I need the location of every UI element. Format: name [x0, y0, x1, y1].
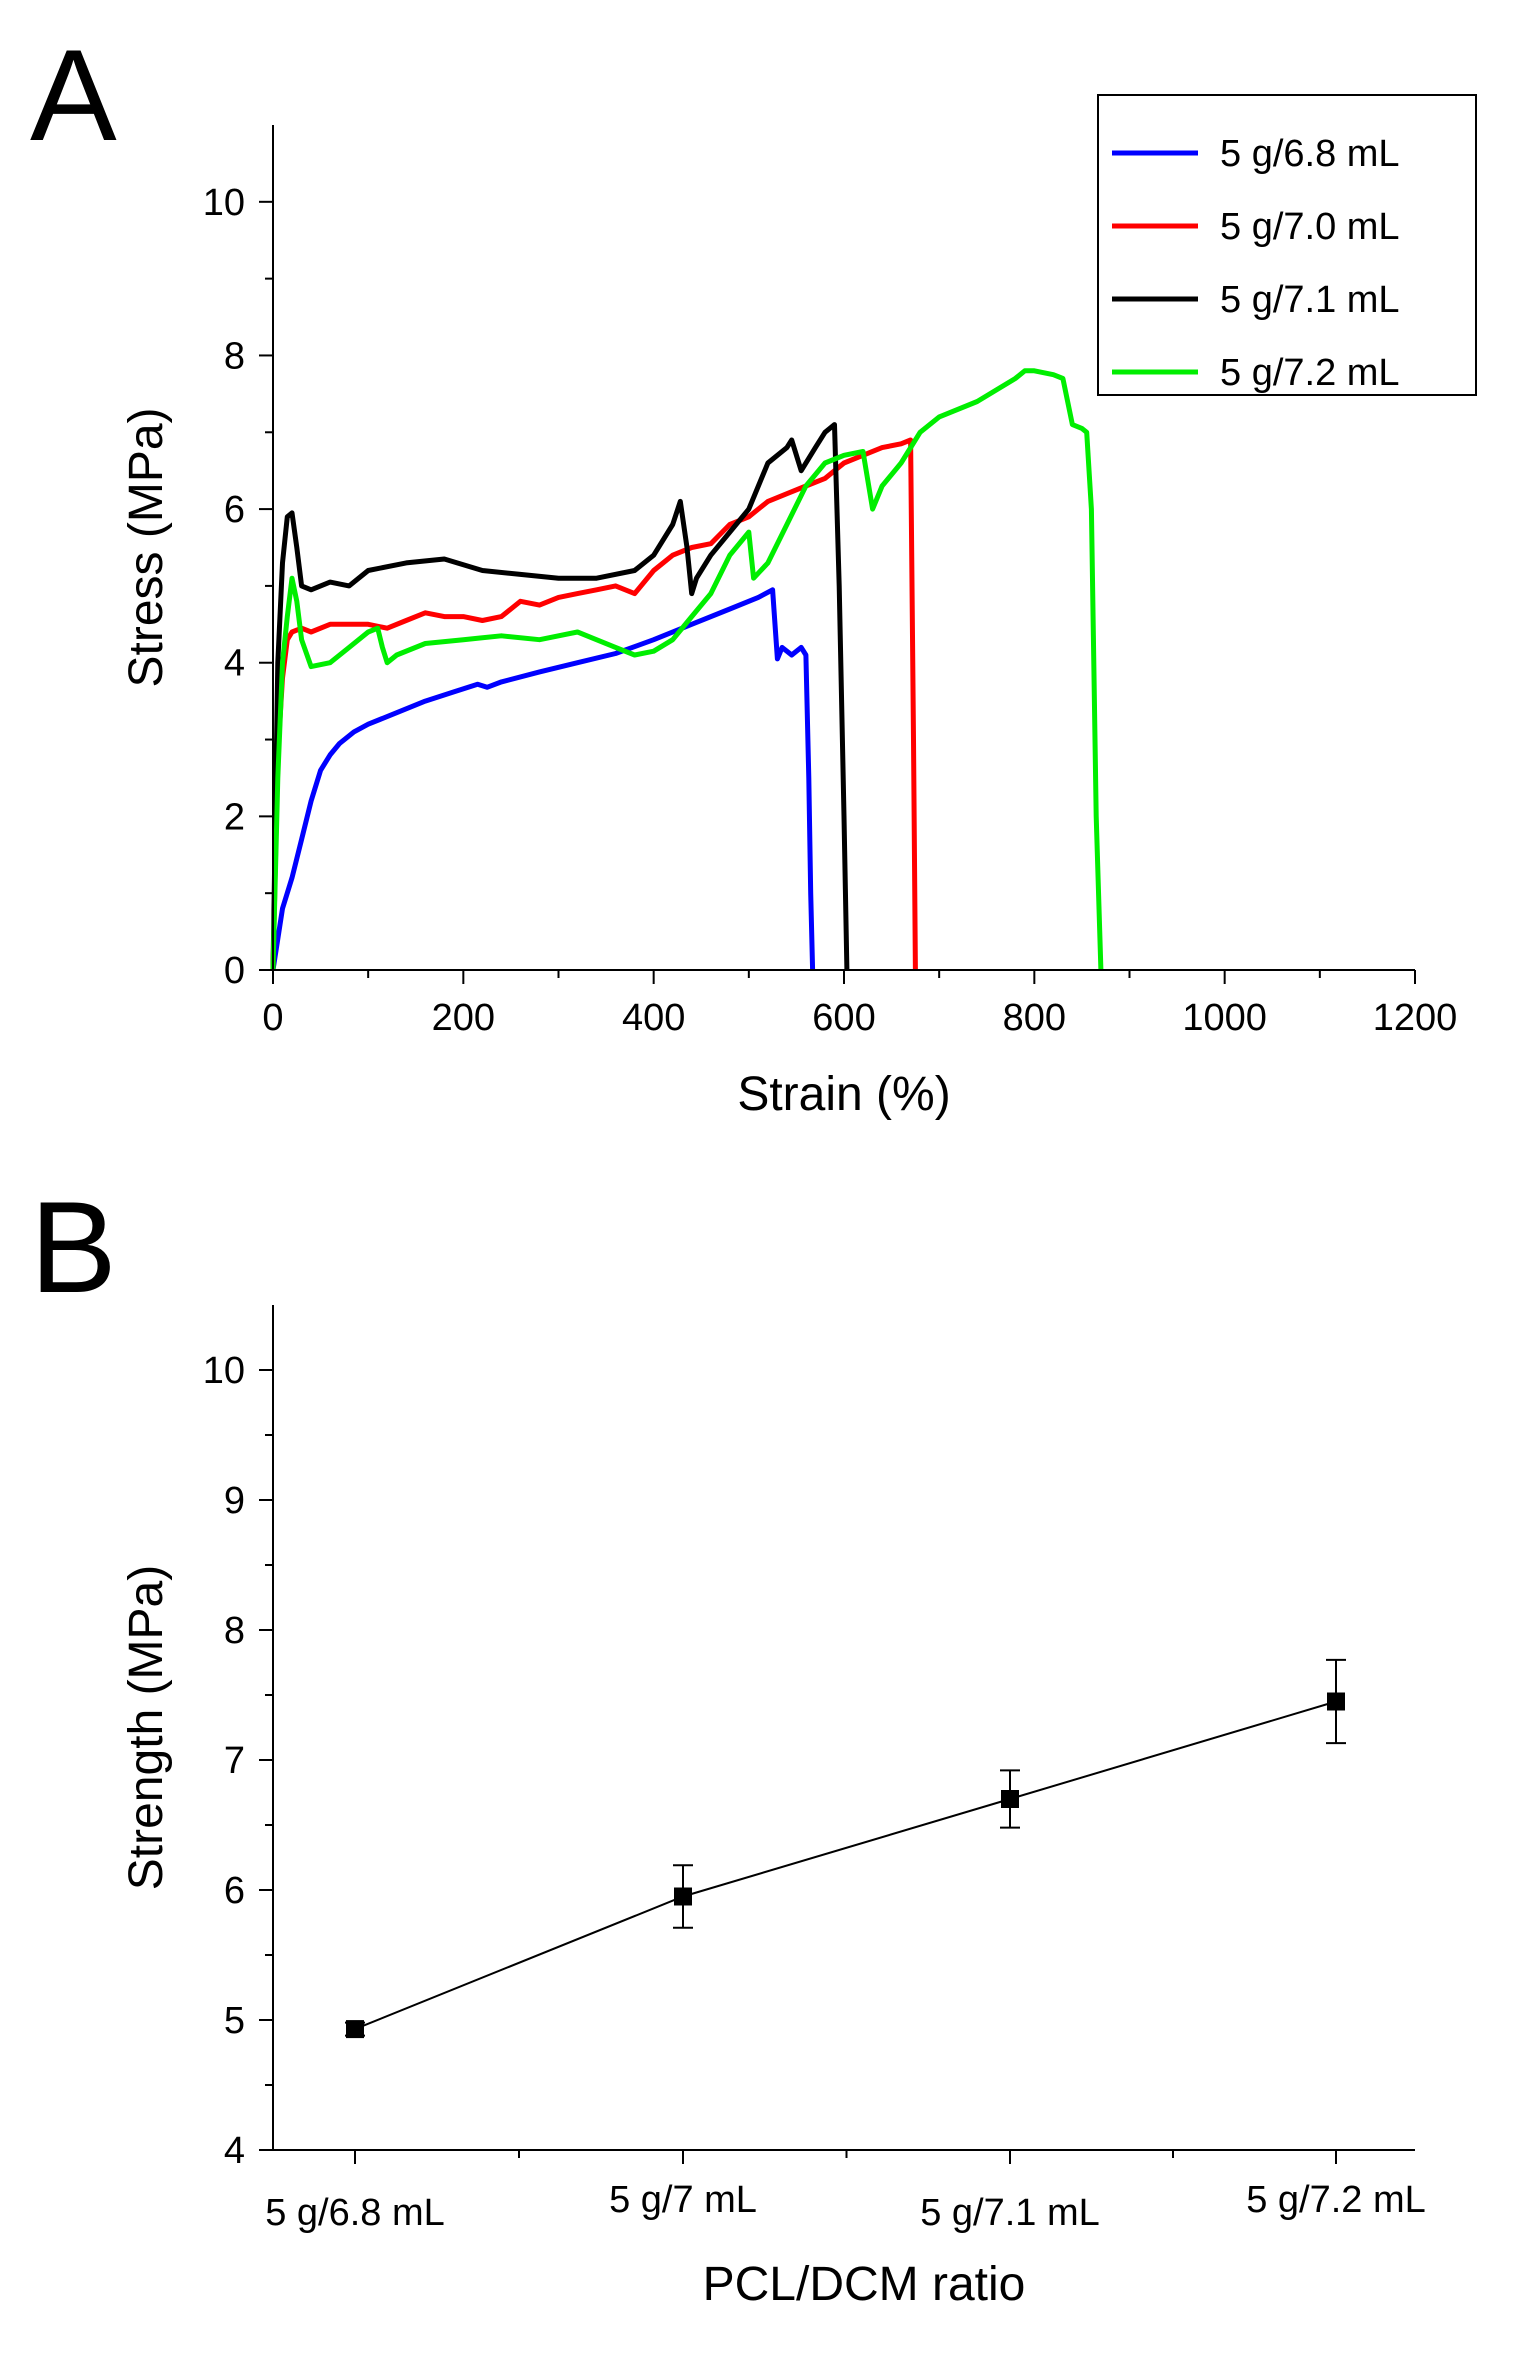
x-tick-label: 400: [622, 997, 685, 1039]
y-tick-label: 7: [224, 1740, 245, 1782]
data-point: [1001, 1790, 1019, 1808]
y-axis-title: Stress (MPa): [120, 407, 173, 687]
y-tick-label: 9: [224, 1480, 245, 1522]
y-tick-label: 0: [224, 950, 245, 992]
y-tick-label: 6: [224, 1870, 245, 1912]
panel-a-label: A: [30, 22, 117, 168]
x-tick-label: 5 g/7.2 mL: [1246, 2179, 1426, 2221]
data-point: [346, 2020, 364, 2039]
x-axis-title: Strain (%): [737, 1068, 950, 1121]
series-line-1: [270, 587, 816, 971]
x-axis-title: PCL/DCM ratio: [703, 2258, 1026, 2311]
panel-b: B 4 5 6 7 8 9 10 5 g/6.8 mL 5 g/7 mL 5 g/7.1 mL 5 g…: [30, 1174, 1426, 2311]
series-line-3: [270, 422, 850, 971]
x-tick-label: 1000: [1182, 997, 1267, 1039]
panel-a: A 0 200 400 600 800 1000 1200 0 2 4 6 8 10 Strain (%) S…: [30, 22, 1477, 1121]
y-tick-label: 10: [203, 182, 245, 224]
y-tick-label: 8: [224, 1610, 245, 1652]
data-point: [674, 1887, 692, 1906]
x-tick-label: 1200: [1373, 997, 1458, 1039]
x-tick-label: 200: [432, 997, 495, 1039]
legend-label: 5 g/7.0 mL: [1220, 206, 1400, 248]
x-tick-label: 5 g/6.8 mL: [265, 2192, 445, 2234]
legend-label: 5 g/6.8 mL: [1220, 133, 1400, 175]
x-tick-label: 800: [1003, 997, 1066, 1039]
legend-label: 5 g/7.2 mL: [1220, 352, 1400, 394]
y-tick-label: 6: [224, 489, 245, 531]
series-line-2: [270, 437, 918, 971]
series-line-4: [270, 368, 1104, 971]
y-tick-label: 5: [224, 2000, 245, 2042]
y-tick-label: 10: [203, 1350, 245, 1392]
x-tick-label: 600: [812, 997, 875, 1039]
panel-b-label: B: [30, 1174, 117, 1320]
y-tick-label: 8: [224, 335, 245, 377]
legend-label: 5 g/7.1 mL: [1220, 279, 1400, 321]
data-point: [1327, 1692, 1345, 1711]
legend: 5 g/6.8 mL 5 g/7.0 mL 5 g/7.1 mL 5 g/7.2 mL: [1097, 94, 1477, 396]
y-axis-title: Strength (MPa): [120, 1565, 173, 1890]
x-tick-label: 5 g/7 mL: [609, 2179, 757, 2221]
x-tick-label: 0: [262, 997, 283, 1039]
y-tick-label: 2: [224, 796, 245, 838]
strength-line: [354, 1700, 1337, 2031]
legend-box: [1097, 94, 1477, 396]
y-tick-label: 4: [224, 2130, 245, 2172]
x-tick-label: 5 g/7.1 mL: [920, 2192, 1100, 2234]
y-tick-label: 4: [224, 643, 245, 685]
